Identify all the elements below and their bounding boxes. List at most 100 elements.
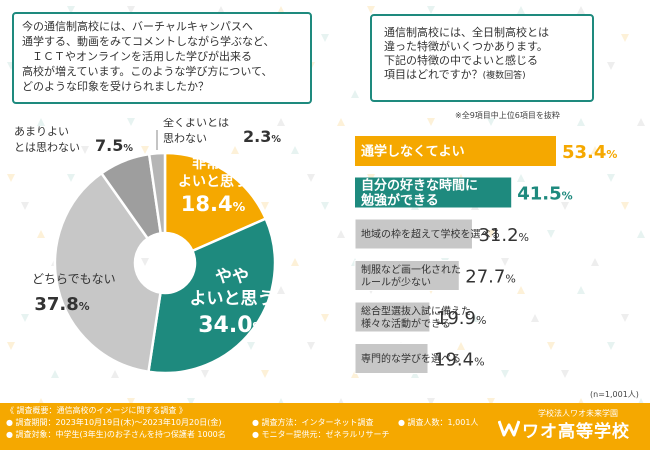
bg-triangle	[277, 286, 285, 294]
bg-triangle	[577, 118, 585, 126]
bar-category-label: 総合型選抜入試に備えた	[361, 304, 471, 317]
bg-triangle	[111, 370, 119, 378]
bg-triangle	[427, 398, 435, 403]
bg-triangle	[637, 230, 645, 238]
pie-slice	[147, 217, 277, 375]
pie-slice	[53, 171, 162, 374]
question-line: 通学する、動画をみてコメントしながら学ぶなど、	[22, 35, 275, 48]
question-box-impression: 今の通信制高校には、バーチャルキャンパスへ 通学する、動画をみてコメントしながら…	[12, 12, 312, 104]
multiple-answer-note: (複数回答)	[482, 71, 526, 81]
bg-triangle	[261, 370, 269, 378]
bg-triangle	[517, 286, 525, 294]
bg-triangle	[427, 6, 435, 14]
bg-triangle	[577, 6, 585, 14]
question-line: 今の通信制高校には、バーチャルキャンパスへ	[22, 20, 253, 33]
survey-count: ● 調査人数：1,001人	[398, 418, 479, 427]
bg-triangle	[307, 342, 315, 350]
question-line: どのような印象を受けられましたか？	[22, 80, 209, 93]
bar	[355, 260, 460, 291]
bg-triangle	[487, 118, 495, 126]
bg-triangle	[561, 202, 569, 210]
pie-text: 思わない	[163, 132, 207, 145]
bar-category-label: 制服など画一化された	[361, 263, 461, 276]
pie-value-label: 37.8%	[34, 294, 89, 315]
question-box-features: 通信制高校には、全日制高校とは 違った特徴がいくつかあります。 下記の特徴の中で…	[370, 14, 594, 102]
bg-triangle	[637, 118, 645, 126]
bg-triangle	[127, 118, 135, 126]
bg-triangle	[337, 118, 345, 126]
bg-triangle	[201, 370, 209, 378]
bg-triangle	[37, 118, 45, 126]
bg-triangle	[278, 398, 284, 403]
question-line: 高校が増えています。このような学び方について、	[22, 65, 273, 78]
bg-triangle	[501, 258, 509, 266]
bg-triangle	[21, 202, 29, 210]
bg-triangle	[487, 230, 495, 238]
bar-value-label: 41.5%	[517, 184, 572, 205]
bg-triangle	[261, 202, 269, 210]
pie-text: よいと思う	[190, 289, 275, 309]
bar-outline	[354, 301, 431, 333]
bg-triangle	[247, 342, 255, 350]
sample-size: (n=1,001人)	[590, 390, 639, 399]
pie-text: とは思わない	[14, 141, 80, 154]
bar-category-label: 専門的な学びを選べる	[361, 352, 461, 365]
bg-triangle	[187, 118, 195, 126]
bar	[355, 302, 430, 332]
pie-text: 全くよいとは	[163, 118, 229, 129]
bg-triangle	[517, 6, 525, 14]
pie-chart: 非常によいと思う18.4%ややよいと思う34.0%どちらでもない37.8%あまり…	[14, 118, 281, 375]
bg-triangle	[367, 6, 375, 14]
bg-triangle	[501, 370, 509, 378]
bg-triangle	[321, 34, 329, 42]
pie-slice	[147, 151, 167, 235]
bar-outline	[354, 260, 460, 291]
bg-triangle	[231, 146, 239, 154]
bg-triangle	[291, 258, 299, 266]
bg-triangle	[141, 258, 149, 266]
bg-triangle	[291, 146, 299, 154]
bg-triangle	[607, 342, 615, 350]
bar	[355, 219, 473, 249]
bar-outline	[354, 218, 473, 250]
school-corp-name: 学校法人ワオ未来学園	[538, 409, 618, 418]
bg-triangle	[591, 258, 599, 266]
top-items-note: ※全9項目中上位6項目を抜粋	[455, 111, 560, 120]
survey-period: ● 調査期間：2023年10月19日(木)〜2023年10月20日(金)	[6, 418, 222, 427]
bar-category-label: 通学しなくてよい	[361, 144, 465, 160]
pie-value-label: 7.5%	[95, 136, 133, 155]
bg-triangle	[321, 314, 329, 322]
pie-value-label: 34.0%	[198, 313, 266, 338]
bar-category-label: ルールが少ない	[361, 275, 431, 288]
bg-triangle	[187, 398, 195, 403]
bg-triangle	[7, 342, 15, 350]
bar-value-label: 19.9%	[436, 308, 487, 329]
bg-triangle	[307, 174, 315, 182]
bg-triangle	[621, 34, 629, 42]
bg-triangle	[338, 398, 344, 403]
bg-triangle	[577, 286, 585, 294]
bg-triangle	[51, 370, 59, 378]
bg-triangle	[547, 230, 555, 238]
bg-triangle	[561, 370, 569, 378]
school-name: ワオ高等学校	[522, 422, 630, 442]
bar-value-label: 31.2%	[478, 225, 529, 246]
bar	[355, 343, 429, 374]
bar	[355, 136, 556, 166]
survey-footer: 《 調査概要：通信高校のイメージに関する調査 》 ● 調査期間：2023年10月…	[0, 403, 650, 450]
question-line-main: 項目はどれですか？	[384, 68, 483, 81]
bg-triangle	[591, 146, 599, 154]
question-line: 通信制高校には、全日制高校とは	[384, 26, 549, 39]
bg-triangle	[127, 6, 135, 14]
survey-overview: 《 調査概要：通信高校のイメージに関する調査 》	[6, 406, 187, 415]
pie-text: やや	[215, 267, 249, 287]
bg-triangle	[277, 118, 285, 126]
question-line: 違った特徴がいくつかあります。	[384, 40, 548, 53]
bar-category-label: 自分の好きな時間に	[361, 178, 478, 194]
bar	[355, 177, 512, 208]
bg-triangle	[547, 342, 555, 350]
pie-text: よいと思う	[178, 174, 248, 190]
bg-triangle	[607, 62, 615, 70]
